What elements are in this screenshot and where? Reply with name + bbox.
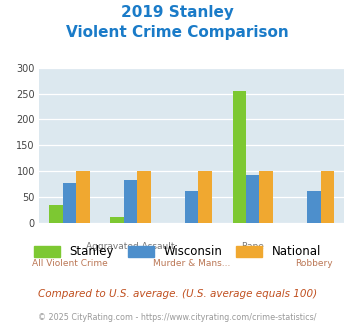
- Bar: [246, 175, 260, 223]
- Bar: [76, 171, 90, 223]
- Text: © 2025 CityRating.com - https://www.cityrating.com/crime-statistics/: © 2025 CityRating.com - https://www.city…: [38, 313, 317, 322]
- Legend: Stanley, Wisconsin, National: Stanley, Wisconsin, National: [29, 241, 326, 263]
- Text: Rape: Rape: [241, 242, 264, 251]
- Text: Murder & Mans...: Murder & Mans...: [153, 259, 230, 268]
- Bar: [63, 183, 76, 223]
- Bar: [260, 171, 273, 223]
- Text: All Violent Crime: All Violent Crime: [32, 259, 108, 268]
- Bar: [198, 171, 212, 223]
- Bar: [137, 171, 151, 223]
- Bar: [110, 216, 124, 223]
- Text: Aggravated Assault: Aggravated Assault: [86, 242, 175, 251]
- Bar: [49, 205, 63, 223]
- Bar: [321, 171, 334, 223]
- Text: Compared to U.S. average. (U.S. average equals 100): Compared to U.S. average. (U.S. average …: [38, 289, 317, 299]
- Bar: [233, 91, 246, 223]
- Bar: [185, 191, 198, 223]
- Text: Violent Crime Comparison: Violent Crime Comparison: [66, 25, 289, 40]
- Text: Robbery: Robbery: [295, 259, 333, 268]
- Bar: [124, 181, 137, 223]
- Text: 2019 Stanley: 2019 Stanley: [121, 5, 234, 20]
- Bar: [307, 191, 321, 223]
